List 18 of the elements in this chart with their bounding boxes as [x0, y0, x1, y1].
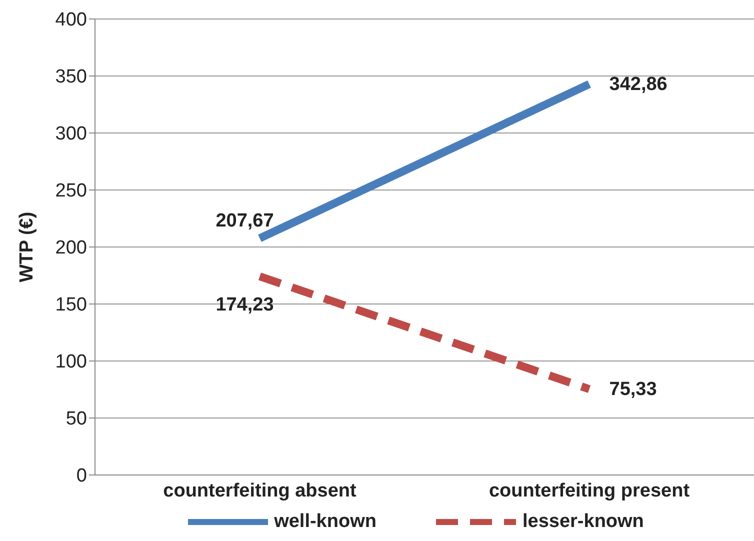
- y-axis-title: WTP (€): [16, 212, 38, 282]
- x-tick-label: counterfeiting absent: [163, 480, 358, 502]
- y-tick-label: 0: [76, 466, 87, 487]
- y-tick-label: 50: [66, 408, 87, 430]
- legend-label: well-known: [274, 511, 376, 533]
- y-tick-label: 250: [55, 180, 87, 202]
- y-tick-label: 300: [55, 124, 87, 145]
- x-tick-label: counterfeiting present: [488, 480, 690, 502]
- y-tick-label: 400: [55, 10, 87, 31]
- data-label: 207,67: [216, 210, 274, 232]
- y-tick-label: 200: [55, 238, 87, 259]
- y-tick-label: 350: [55, 66, 87, 88]
- legend-label: lesser-known: [522, 511, 644, 533]
- data-label: 174,23: [216, 294, 274, 316]
- y-tick-label: 150: [55, 294, 87, 316]
- y-tick-label: 100: [55, 352, 87, 373]
- data-label: 75,33: [609, 379, 657, 400]
- data-label: 342,86: [609, 74, 668, 96]
